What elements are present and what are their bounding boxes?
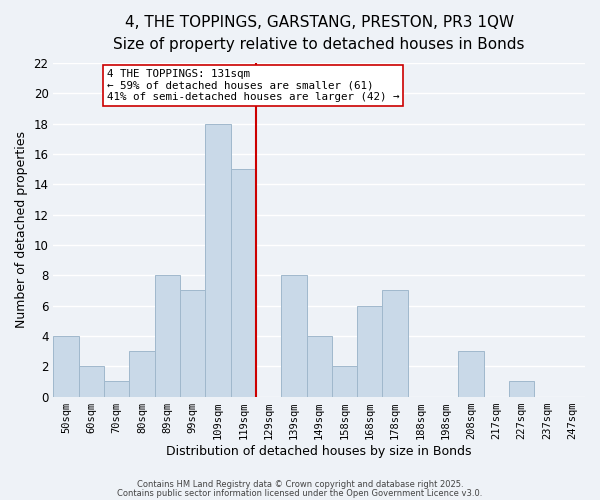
Y-axis label: Number of detached properties: Number of detached properties xyxy=(15,132,28,328)
Bar xyxy=(155,276,180,396)
Bar xyxy=(180,290,205,397)
Bar xyxy=(307,336,332,396)
Bar xyxy=(53,336,79,396)
Bar xyxy=(230,169,256,396)
Bar xyxy=(130,351,155,397)
Bar xyxy=(458,351,484,397)
Text: Contains HM Land Registry data © Crown copyright and database right 2025.: Contains HM Land Registry data © Crown c… xyxy=(137,480,463,489)
Bar xyxy=(357,306,382,396)
Bar xyxy=(104,382,130,396)
Bar xyxy=(332,366,357,396)
Bar xyxy=(205,124,230,396)
X-axis label: Distribution of detached houses by size in Bonds: Distribution of detached houses by size … xyxy=(166,444,472,458)
Text: 4 THE TOPPINGS: 131sqm
← 59% of detached houses are smaller (61)
41% of semi-det: 4 THE TOPPINGS: 131sqm ← 59% of detached… xyxy=(107,69,399,102)
Bar xyxy=(79,366,104,396)
Bar xyxy=(509,382,535,396)
Bar xyxy=(281,276,307,396)
Text: Contains public sector information licensed under the Open Government Licence v3: Contains public sector information licen… xyxy=(118,488,482,498)
Bar xyxy=(382,290,408,397)
Title: 4, THE TOPPINGS, GARSTANG, PRESTON, PR3 1QW
Size of property relative to detache: 4, THE TOPPINGS, GARSTANG, PRESTON, PR3 … xyxy=(113,15,525,52)
